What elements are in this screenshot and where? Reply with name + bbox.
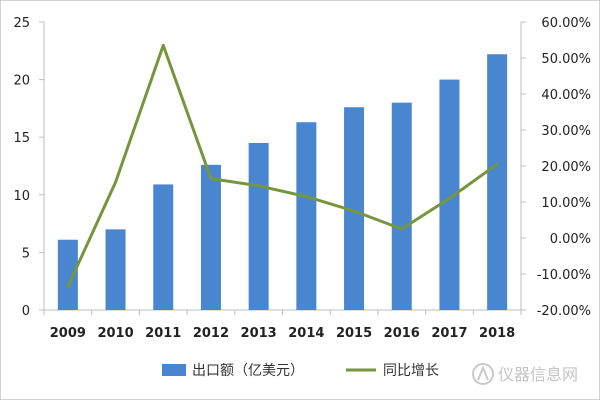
bar xyxy=(391,102,412,310)
growth-line-point xyxy=(209,177,213,181)
watermark-text: 仪器信息网 xyxy=(498,365,578,384)
bar xyxy=(487,54,508,311)
x-axis-tick-label: 2018 xyxy=(479,326,515,341)
right-axis-tick-label: 30.00% xyxy=(541,124,591,139)
legend-bar-swatch xyxy=(162,364,186,376)
left-axis-tick-label: 25 xyxy=(13,16,30,31)
left-axis-tick-label: 15 xyxy=(13,131,30,146)
right-axis-tick-label: 40.00% xyxy=(541,88,591,103)
bar xyxy=(296,122,317,310)
right-axis-tick-label: 50.00% xyxy=(541,52,591,67)
right-axis-tick-label: 60.00% xyxy=(541,16,591,31)
right-axis-tick-label: -20.00% xyxy=(537,304,591,319)
left-axis-tick-label: 5 xyxy=(22,246,30,261)
bar xyxy=(248,142,269,310)
x-axis-tick-label: 2011 xyxy=(145,326,181,341)
left-axis-tick-label: 0 xyxy=(22,304,30,319)
right-axis-tick-label: 20.00% xyxy=(541,160,591,175)
right-axis-tick-label: 10.00% xyxy=(541,196,591,211)
growth-line-point xyxy=(161,43,165,47)
growth-line-point xyxy=(66,285,70,289)
x-axis-tick-label: 2014 xyxy=(288,326,324,341)
left-axis-tick-label: 20 xyxy=(13,74,30,89)
growth-line-point xyxy=(114,180,118,184)
right-axis-tick-label: 0.00% xyxy=(550,232,591,247)
growth-line-point xyxy=(495,162,499,166)
bar xyxy=(57,239,78,310)
growth-line-point xyxy=(352,209,356,213)
x-axis-tick-label: 2012 xyxy=(193,326,229,341)
x-axis-tick-label: 2017 xyxy=(431,326,467,341)
x-axis-tick-label: 2013 xyxy=(241,326,277,341)
instrument-logo-mark xyxy=(477,365,489,381)
growth-line-point xyxy=(400,227,404,231)
x-axis-tick-label: 2016 xyxy=(384,326,420,341)
x-axis-tick-label: 2010 xyxy=(97,326,133,341)
bar xyxy=(200,164,221,310)
growth-line-point xyxy=(447,196,451,200)
bar xyxy=(344,107,365,310)
instrument-logo-icon xyxy=(472,363,494,385)
growth-line-point xyxy=(257,184,261,188)
growth-line xyxy=(66,43,499,289)
growth-line-point xyxy=(304,195,308,199)
x-axis-tick-label: 2009 xyxy=(50,326,86,341)
legend-line-label: 同比增长 xyxy=(383,363,439,379)
legend-bar-label: 出口额（亿美元） xyxy=(192,363,304,379)
left-axis-tick-label: 10 xyxy=(13,189,30,204)
right-axis-tick-label: -10.00% xyxy=(537,268,591,283)
bar xyxy=(153,184,174,310)
bar xyxy=(105,229,126,310)
x-axis-tick-label: 2015 xyxy=(336,326,372,341)
bar xyxy=(439,79,460,310)
